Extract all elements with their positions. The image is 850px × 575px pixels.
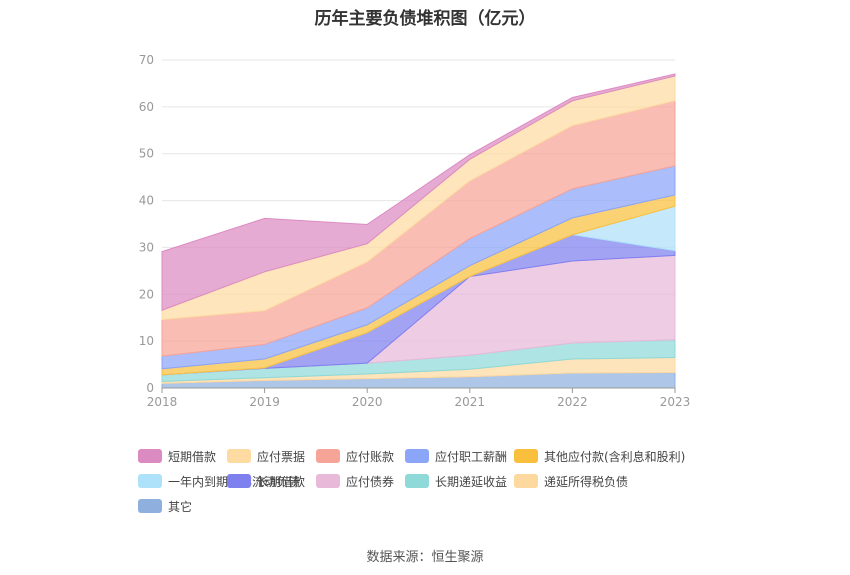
legend-swatch [514, 474, 538, 488]
legend-swatch [227, 449, 251, 463]
legend-swatch [138, 474, 162, 488]
legend-label: 应付票据 [257, 449, 306, 464]
legend-swatch [514, 449, 538, 463]
y-tick-label: 40 [139, 194, 154, 208]
legend-label: 应付账款 [346, 449, 395, 464]
x-tick-label: 2019 [249, 395, 280, 409]
legend-label: 其它 [168, 499, 193, 514]
legend-label: 其他应付款(含利息和股利) [544, 449, 686, 464]
y-tick-label: 30 [139, 240, 154, 254]
legend-swatch [316, 449, 340, 463]
y-tick-label: 50 [139, 147, 154, 161]
area-series[interactable] [161, 73, 676, 311]
y-tick-label: 60 [139, 100, 154, 114]
y-tick-label: 20 [139, 287, 154, 301]
legend-label: 长期递延收益 [435, 474, 508, 489]
legend-swatch [405, 474, 429, 488]
legend-item[interactable]: 应付票据 [227, 446, 305, 466]
legend-swatch [405, 449, 429, 463]
chart-plot: 0 10 20 30 40 50 60 70 2018 2019 2020 2021 2022 2023 [139, 53, 691, 409]
x-tick-label: 2021 [455, 395, 486, 409]
legend-item[interactable]: 递延所得税负债 [514, 471, 628, 491]
x-tick-label: 2018 [147, 395, 178, 409]
legend-label: 递延所得税负债 [544, 474, 629, 489]
y-tick-label: 0 [146, 381, 154, 395]
legend-swatch [138, 449, 162, 463]
legend-label: 应付职工薪酬 [435, 449, 508, 464]
legend-item[interactable]: 其他应付款(含利息和股利) [514, 446, 685, 466]
legend-item[interactable]: 长期借款 [227, 471, 305, 491]
legend-item[interactable]: 应付债券 [316, 471, 394, 491]
x-tick-label: 2020 [352, 395, 383, 409]
legend-label: 长期借款 [257, 474, 306, 489]
chart-title: 历年主要负债堆积图（亿元） [314, 9, 536, 29]
x-tick-label: 2023 [660, 395, 691, 409]
legend-item[interactable]: 应付账款 [316, 446, 394, 466]
legend-item[interactable]: 短期借款 [138, 446, 216, 466]
legend-swatch [316, 474, 340, 488]
legend-item[interactable]: 长期递延收益 [405, 471, 507, 491]
legend-label: 应付债券 [346, 474, 395, 489]
legend-swatch [138, 499, 162, 513]
legend-swatch [227, 474, 251, 488]
legend-item[interactable]: 应付职工薪酬 [405, 446, 507, 466]
x-tick-label: 2022 [557, 395, 588, 409]
legend-item[interactable]: 其它 [138, 496, 192, 516]
data-source: 数据来源：恒生聚源 [366, 550, 484, 565]
legend-label: 短期借款 [168, 449, 217, 464]
y-tick-label: 10 [139, 334, 154, 348]
y-tick-label: 70 [139, 53, 154, 67]
